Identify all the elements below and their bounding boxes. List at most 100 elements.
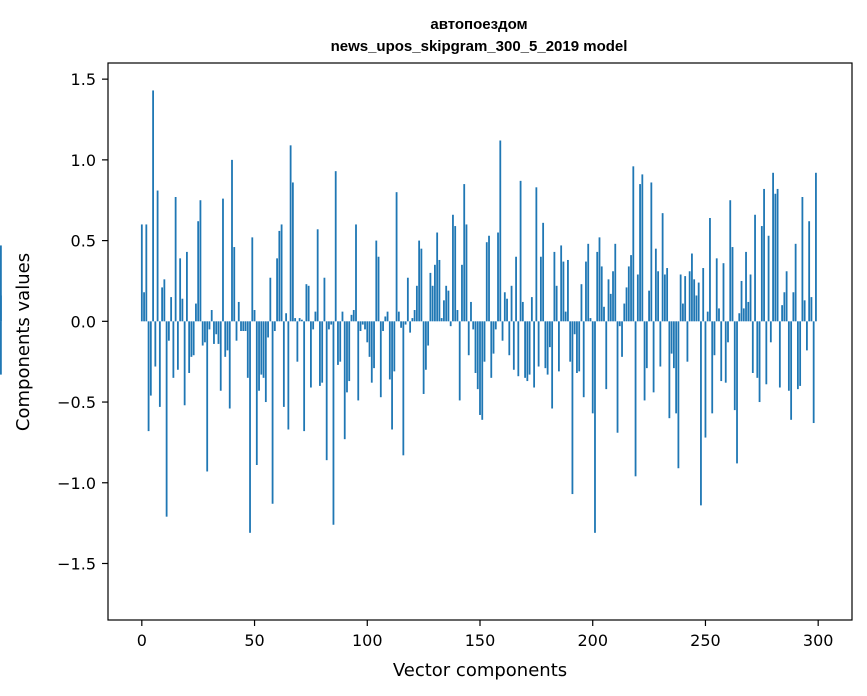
- bar: [582, 321, 585, 398]
- bar: [578, 321, 581, 372]
- bar: [796, 321, 799, 390]
- bar: [402, 321, 405, 456]
- bar: [501, 321, 504, 341]
- bar: [291, 182, 294, 322]
- bar: [567, 259, 569, 322]
- bar: [440, 318, 443, 322]
- bar: [533, 321, 536, 388]
- bar: [715, 258, 718, 322]
- bar: [305, 284, 308, 322]
- bar: [494, 321, 497, 330]
- bar: [564, 311, 567, 322]
- bar: [702, 268, 705, 322]
- bar: [269, 277, 272, 322]
- bar: [337, 321, 339, 365]
- bar: [704, 321, 707, 438]
- bar: [300, 319, 303, 322]
- bar: [801, 197, 804, 322]
- bar: [481, 321, 484, 420]
- bar: [546, 321, 549, 375]
- bar: [670, 321, 673, 354]
- bar: [485, 242, 488, 322]
- y-tick-label: 0.5: [71, 232, 96, 251]
- bar: [539, 256, 542, 322]
- bar: [787, 321, 790, 391]
- bar: [668, 321, 671, 419]
- bar: [625, 287, 628, 322]
- bar: [228, 321, 231, 409]
- bar: [470, 301, 472, 322]
- bar: [334, 171, 337, 322]
- bar: [803, 300, 806, 322]
- bar: [346, 321, 348, 393]
- bar: [695, 295, 698, 322]
- bar: [172, 321, 175, 378]
- bar: [447, 290, 450, 322]
- bar: [776, 188, 779, 322]
- bar: [605, 321, 608, 390]
- bar: [233, 247, 236, 322]
- x-tick-label: 200: [577, 631, 608, 650]
- bar: [262, 321, 265, 378]
- bar: [731, 247, 734, 322]
- bar: [767, 235, 770, 322]
- bar: [355, 224, 357, 322]
- bar: [483, 321, 486, 362]
- bar: [438, 259, 441, 322]
- bar: [535, 187, 538, 322]
- bar: [411, 318, 414, 322]
- bar: [682, 303, 684, 322]
- bar: [273, 321, 276, 332]
- bar: [751, 321, 754, 373]
- bar: [612, 271, 614, 322]
- bar: [0, 321, 2, 375]
- bar: [794, 243, 797, 322]
- bar: [285, 313, 288, 322]
- bar: [310, 321, 312, 388]
- bar: [799, 321, 802, 386]
- bar: [174, 197, 177, 322]
- bar: [312, 321, 315, 330]
- bar: [691, 253, 693, 322]
- bar: [163, 279, 166, 322]
- bar: [650, 182, 653, 322]
- bar: [328, 321, 330, 330]
- bar: [370, 321, 373, 383]
- bar: [237, 301, 240, 322]
- y-tick-label: −1.5: [57, 554, 96, 573]
- bar: [591, 321, 594, 414]
- bar: [684, 276, 687, 322]
- bar: [666, 268, 669, 322]
- bar: [686, 321, 689, 362]
- bar: [350, 314, 353, 322]
- bar: [204, 321, 206, 343]
- bar: [140, 224, 143, 322]
- bar: [654, 248, 657, 322]
- bar: [580, 284, 583, 322]
- bar: [632, 166, 635, 322]
- bar: [693, 279, 696, 322]
- bar: [366, 321, 369, 343]
- bar: [158, 321, 161, 407]
- bar: [282, 321, 285, 407]
- bar: [413, 310, 416, 322]
- bar: [348, 321, 351, 382]
- bars-group: [0, 90, 817, 533]
- bar: [161, 287, 164, 322]
- bar: [548, 321, 551, 348]
- bar: [585, 261, 587, 322]
- x-tick-label: 0: [137, 631, 147, 650]
- bar: [530, 297, 533, 322]
- y-tick-label: 0.0: [71, 312, 96, 331]
- bar: [316, 229, 319, 322]
- bar: [672, 321, 675, 369]
- bar: [323, 277, 326, 322]
- bar: [219, 321, 222, 391]
- bar: [519, 180, 522, 322]
- bar: [806, 321, 808, 351]
- bar: [772, 172, 774, 322]
- bar: [143, 292, 145, 322]
- bar: [179, 258, 182, 322]
- bar: [639, 184, 641, 322]
